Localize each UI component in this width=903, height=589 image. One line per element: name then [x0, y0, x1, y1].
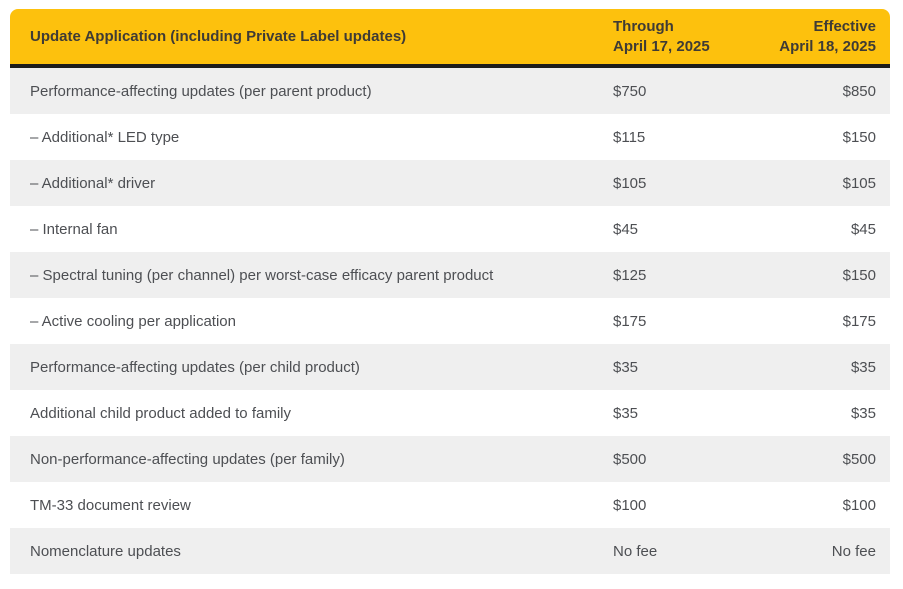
row-through-value: $105	[613, 174, 647, 192]
column-header-effective-line2: April 18, 2025	[779, 37, 876, 55]
row-through-value: $35	[613, 404, 639, 422]
row-effective-value: $500	[842, 450, 876, 468]
row-label: Non-performance-affecting updates (per f…	[30, 450, 345, 468]
row-effective-value: $35	[850, 358, 876, 376]
row-through-value: $45	[613, 220, 639, 238]
column-header-effective: Effective April 18, 2025	[776, 17, 876, 56]
row-through-value: $35	[613, 358, 639, 376]
row-through-value: $115	[613, 128, 646, 146]
row-label: – Internal fan	[30, 220, 118, 238]
table-header-row: Update Application (including Private La…	[10, 9, 890, 68]
row-effective-value: $150	[842, 128, 876, 146]
row-effective-value: No fee	[831, 542, 876, 560]
row-label: Nomenclature updates	[30, 542, 181, 560]
table-row: – Internal fan $45 $45	[10, 206, 890, 252]
table-row: Performance-affecting updates (per child…	[10, 344, 890, 390]
table-row: TM-33 document review $100 $100	[10, 482, 890, 528]
row-label: – Additional* LED type	[30, 128, 180, 146]
row-through-value: $175	[613, 312, 647, 330]
table-row: – Spectral tuning (per channel) per wors…	[10, 252, 890, 298]
table-row: – Additional* driver $105 $105	[10, 160, 890, 206]
table-row: – Active cooling per application $175 $1…	[10, 298, 890, 344]
table-row: – Additional* LED type $115 $150	[10, 114, 890, 160]
row-label: – Spectral tuning (per channel) per wors…	[30, 266, 494, 284]
row-label: TM-33 document review	[30, 496, 191, 514]
table-row: Performance-affecting updates (per paren…	[10, 68, 890, 114]
column-header-through-line2: April 17, 2025	[613, 37, 710, 55]
row-through-value: $100	[613, 496, 647, 514]
table-row: Additional child product added to family…	[10, 390, 890, 436]
row-effective-value: $35	[850, 404, 876, 422]
row-label: – Additional* driver	[30, 174, 156, 192]
row-through-value: $500	[613, 450, 647, 468]
row-label: – Active cooling per application	[30, 312, 236, 330]
row-effective-value: $850	[842, 82, 876, 100]
row-through-value: $125	[613, 266, 647, 284]
row-effective-value: $100	[842, 496, 876, 514]
column-header-through-line1: Through	[613, 18, 674, 35]
table-row: Nomenclature updates No fee No fee	[10, 528, 890, 574]
row-through-value: $750	[613, 82, 647, 100]
row-effective-value: $150	[842, 266, 876, 284]
row-through-value: No fee	[613, 542, 658, 560]
row-effective-value: $175	[842, 312, 876, 330]
fee-table: Update Application (including Private La…	[10, 9, 890, 574]
table-row: Non-performance-affecting updates (per f…	[10, 436, 890, 482]
table-title: Update Application (including Private La…	[30, 28, 407, 45]
column-header-through: Through April 17, 2025	[613, 17, 776, 56]
row-effective-value: $45	[850, 220, 876, 238]
row-label: Performance-affecting updates (per child…	[30, 358, 360, 376]
row-label: Additional child product added to family	[30, 404, 291, 422]
column-header-effective-line1: Effective	[813, 18, 876, 35]
row-effective-value: $105	[842, 174, 876, 192]
row-label: Performance-affecting updates (per paren…	[30, 82, 372, 100]
table-body: Performance-affecting updates (per paren…	[10, 68, 890, 574]
